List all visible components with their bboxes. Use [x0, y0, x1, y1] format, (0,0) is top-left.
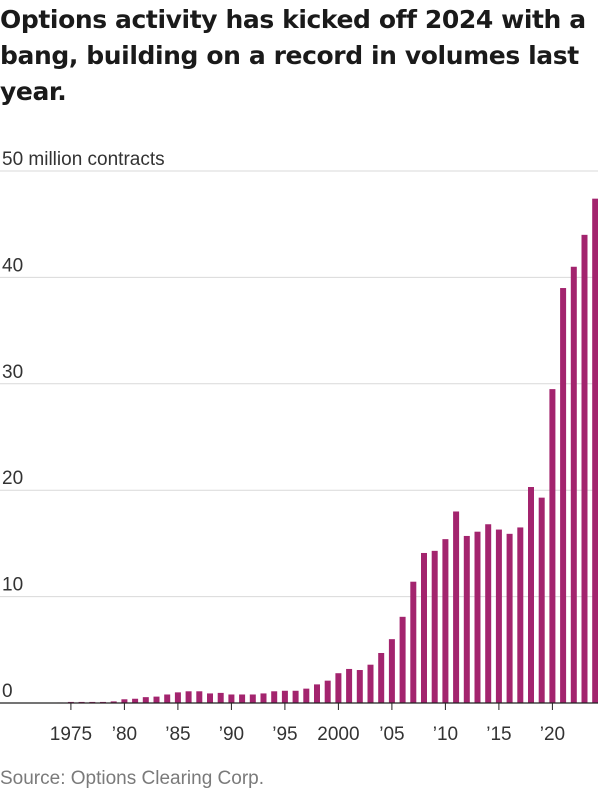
y-axis-labels: 50 million contracts 40 30 20 10 0	[2, 149, 165, 702]
gridlines	[0, 170, 598, 598]
bar	[314, 684, 320, 703]
x-tick-label: ’05	[379, 724, 404, 745]
bar	[292, 690, 299, 703]
bar	[421, 552, 427, 703]
bar	[228, 694, 235, 703]
bar	[239, 694, 246, 703]
bar	[271, 691, 278, 703]
bar	[517, 527, 524, 703]
bar	[249, 694, 256, 703]
bar	[164, 694, 171, 703]
bar	[132, 698, 139, 703]
bar	[174, 692, 181, 703]
bar	[142, 697, 149, 703]
y-tick-label: 40	[2, 255, 23, 276]
bar	[335, 673, 342, 703]
bar	[346, 668, 353, 703]
bar	[281, 690, 288, 703]
bar	[549, 389, 556, 703]
bar-chart: 50 million contracts 40 30 20 10 0 1975 ’80 ’85…	[0, 149, 598, 745]
y-tick-label: 0	[2, 681, 13, 702]
x-axis-ticks	[70, 703, 553, 710]
bar	[485, 524, 492, 703]
bar	[570, 266, 577, 703]
chart-title: Options activity has kicked off 2024 wit…	[0, 5, 586, 106]
bar	[560, 288, 567, 703]
bar	[260, 693, 267, 703]
x-tick-label: ’95	[272, 724, 297, 745]
x-tick-label: ’90	[219, 724, 244, 745]
bar	[217, 692, 224, 703]
y-tick-label: 20	[2, 468, 23, 489]
bar	[110, 701, 117, 703]
bar	[528, 487, 534, 703]
bar	[495, 529, 502, 703]
bar	[324, 680, 331, 703]
bar	[463, 535, 470, 703]
bar	[581, 234, 588, 703]
bar	[185, 691, 192, 703]
bar	[367, 664, 374, 703]
y-tick-label: 30	[2, 362, 23, 383]
bar	[506, 533, 513, 703]
bar	[592, 198, 598, 703]
bar	[303, 688, 310, 703]
bar	[207, 693, 213, 703]
bar	[410, 581, 417, 703]
bar	[442, 539, 449, 703]
x-axis-labels: 1975 ’80 ’85 ’90 ’95 2000 ’05 ’10 ’15 ’20	[50, 724, 565, 745]
bar	[378, 652, 385, 703]
x-tick-label: ’80	[112, 724, 137, 745]
bar	[474, 531, 481, 703]
bar	[121, 699, 128, 703]
x-tick-label: ’10	[433, 724, 458, 745]
bar	[399, 616, 406, 703]
x-tick-label: 2000	[317, 724, 359, 745]
x-tick-label: ’15	[486, 724, 511, 745]
bar	[388, 639, 395, 703]
bar	[453, 511, 460, 703]
bar	[153, 696, 160, 703]
x-tick-label: 1975	[50, 724, 92, 745]
bar	[356, 670, 363, 703]
bar	[431, 550, 438, 703]
bar	[538, 497, 545, 703]
bars	[46, 198, 598, 703]
bar	[196, 691, 203, 703]
source-note: Source: Options Clearing Corp.	[0, 768, 265, 789]
y-tick-label: 10	[2, 575, 23, 596]
x-tick-label: ’20	[540, 724, 565, 745]
x-tick-label: ’85	[165, 724, 190, 745]
y-tick-label: 50 million contracts	[2, 149, 165, 170]
